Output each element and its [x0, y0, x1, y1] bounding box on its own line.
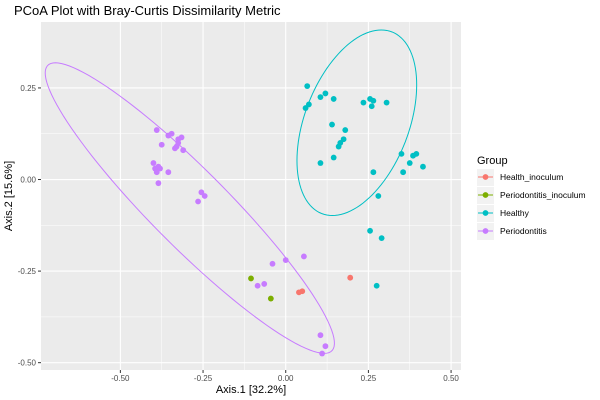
point-healthy	[360, 99, 367, 106]
point-healthy	[370, 97, 377, 104]
plot-panel	[41, 22, 461, 370]
point-healthy	[317, 94, 324, 100]
point-periodontitis	[282, 257, 289, 264]
legend-key-healthy	[482, 210, 489, 216]
point-healthy	[406, 160, 413, 166]
point-periodontitis-inoculum	[267, 295, 274, 302]
legend-label-health-inoculum: Health_inoculum	[500, 172, 563, 182]
legend-label-periodontitis-inoculum: Periodontitis_inoculum	[500, 190, 586, 200]
legend-label-healthy: Healthy	[500, 208, 530, 218]
point-periodontitis	[155, 180, 162, 187]
point-healthy	[342, 127, 349, 133]
point-healthy	[420, 163, 426, 170]
point-periodontitis	[322, 343, 329, 350]
point-periodontitis	[153, 169, 160, 176]
point-periodontitis	[150, 160, 157, 166]
y-tick-label: -0.50	[18, 359, 37, 368]
point-healthy	[367, 227, 373, 234]
point-periodontitis	[254, 282, 261, 289]
chart-title: PCoA Plot with Bray-Curtis Dissimilarity…	[14, 3, 281, 18]
point-healthy	[317, 160, 324, 166]
point-periodontitis	[269, 260, 276, 267]
grid	[41, 22, 461, 370]
point-periodontitis	[180, 147, 187, 154]
y-tick-label: -0.25	[18, 267, 37, 276]
point-periodontitis	[301, 253, 307, 260]
point-periodontitis	[319, 350, 326, 357]
point-healthy	[305, 101, 312, 108]
point-periodontitis	[153, 127, 160, 133]
point-health-inoculum	[347, 274, 354, 281]
x-tick-label: 0.00	[278, 374, 294, 383]
x-tick-label: -0.25	[194, 374, 213, 383]
point-periodontitis	[195, 198, 201, 205]
point-healthy	[410, 152, 416, 159]
y-tick-label: 0.25	[20, 84, 36, 93]
legend: Group Health_inoculum Periodontitis_inocu…	[477, 155, 586, 240]
data-points	[150, 83, 426, 357]
point-healthy	[375, 193, 382, 199]
legend-label-periodontitis: Periodontitis	[500, 226, 547, 236]
x-tick-label: 0.25	[361, 374, 377, 383]
ellipse-healthy	[296, 29, 418, 217]
legend-title: Group	[477, 155, 508, 167]
y-axis-ticks: -0.50 -0.25 0.00 0.25	[18, 84, 41, 368]
x-tick-label: 0.50	[443, 374, 459, 383]
point-healthy	[330, 96, 337, 102]
point-periodontitis-inoculum	[248, 275, 254, 282]
ellipse-periodontitis	[44, 62, 335, 354]
y-axis-title: Axis.2 [15.6%]	[3, 161, 15, 231]
legend-key-periodontitis	[482, 228, 489, 234]
point-health-inoculum	[296, 289, 302, 296]
point-periodontitis	[165, 132, 172, 139]
point-healthy	[368, 103, 375, 110]
confidence-ellipses	[44, 29, 418, 354]
point-healthy	[335, 143, 342, 150]
x-tick-label: -0.50	[111, 374, 130, 383]
y-tick-label: 0.00	[20, 176, 36, 185]
x-axis-ticks: -0.50 -0.25 0.00 0.25 0.50	[111, 370, 459, 383]
point-periodontitis	[172, 145, 178, 152]
point-healthy	[373, 282, 380, 289]
point-healthy	[400, 169, 407, 176]
point-healthy	[304, 83, 311, 90]
point-healthy	[322, 90, 329, 97]
x-axis-title: Axis.1 [32.2%]	[216, 384, 286, 396]
point-healthy	[329, 121, 335, 128]
point-periodontitis	[317, 332, 324, 339]
point-healthy	[398, 150, 405, 157]
point-periodontitis	[158, 141, 165, 148]
point-healthy	[383, 99, 390, 106]
point-healthy	[378, 235, 385, 242]
legend-key-periodontitis-inoculum	[482, 192, 489, 198]
point-periodontitis	[261, 281, 268, 287]
point-healthy	[370, 169, 377, 176]
point-periodontitis	[201, 193, 208, 199]
point-healthy	[330, 154, 337, 161]
point-periodontitis	[165, 169, 172, 176]
legend-key-health-inoculum	[482, 174, 489, 180]
